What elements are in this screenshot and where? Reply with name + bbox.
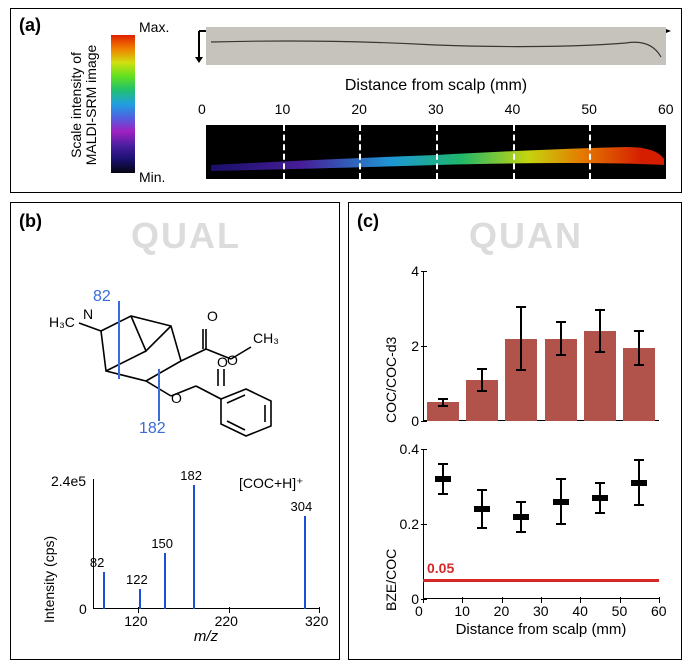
panel-c-label: (c): [357, 211, 379, 232]
spectrum-peak: [193, 485, 195, 609]
n-methyl-label: H₃C: [49, 314, 75, 330]
colorbar-max: Max.: [139, 19, 169, 35]
threshold-line: [423, 579, 659, 582]
o-label3: O: [171, 390, 182, 406]
spectrum-peak-label: 150: [151, 536, 173, 551]
srm-dash: [513, 125, 515, 179]
bze-marker: [474, 506, 490, 512]
colorbar-min: Min.: [139, 169, 165, 185]
hair-photo: [206, 27, 666, 65]
spectrum-peak: [164, 553, 166, 609]
bottom-xtick: 20: [494, 603, 510, 619]
spectrum-peak: [304, 516, 306, 609]
mass-spectrum: Intensity (cps) 2.4e5 0 82122150182304 […: [29, 473, 329, 643]
coc-errbar: [638, 331, 640, 365]
bottom-chart: BZE/COC 00.20.4 0.05 0102030405060 Dista…: [369, 441, 669, 641]
panel-b: (b) QUAL: [10, 202, 340, 660]
panel-a-xlabel: Distance from scalp (mm): [206, 77, 666, 95]
top-ytick: 4: [411, 263, 419, 279]
spectrum-xtick: 320: [305, 613, 328, 629]
srm-dash: [436, 125, 438, 179]
spectrum-peak-label: 82: [90, 555, 104, 570]
spectrum-peak: [103, 572, 105, 609]
o-label2: O: [227, 352, 238, 368]
srm-image: [206, 125, 666, 179]
srm-dash: [589, 125, 591, 179]
panel-c: (c) QUAN COC/COC-d3 024 BZE/COC 00.20.4 …: [348, 202, 682, 660]
bze-marker: [553, 499, 569, 505]
threshold-label: 0.05: [427, 560, 454, 576]
spectrum-xtick: 220: [215, 613, 238, 629]
panel-a-label: (a): [19, 15, 41, 36]
top-yticks: 024: [395, 271, 421, 421]
coc-errbar: [520, 307, 522, 371]
top-ytick: 2: [411, 338, 419, 354]
spectrum-ylabel: Intensity (cps): [41, 536, 57, 623]
spectrum-y0: 0: [79, 601, 87, 617]
panel-b-label: (b): [19, 211, 42, 232]
top-chart: COC/COC-d3 024: [369, 263, 669, 433]
bottom-ytick: 0.4: [400, 441, 419, 457]
panel-c-xlabel: Distance from scalp (mm): [423, 621, 659, 638]
panel-a-xticks: 0102030405060: [206, 101, 666, 121]
panel-a-xtick: 60: [658, 101, 674, 117]
bottom-plot: 00.20.4 0.05: [423, 449, 659, 599]
o-label: O: [207, 308, 218, 324]
panel-a-xtick: 40: [505, 101, 521, 117]
panel-a-xtick: 0: [198, 101, 206, 117]
top-plot: 024: [423, 271, 659, 421]
spectrum-plot: 82122150182304: [93, 479, 319, 609]
spectrum-xtick: 120: [124, 613, 147, 629]
o-label4: O: [217, 354, 228, 370]
srm-dash: [283, 125, 285, 179]
colorbar-ylabel: Scale intensity of MALDI-SRM image: [69, 25, 99, 185]
top-bars: [423, 271, 659, 421]
bottom-xtick: 60: [651, 603, 667, 619]
top-ytick: 0: [411, 413, 419, 429]
bottom-xtick: 0: [415, 603, 423, 619]
coc-errbar: [599, 310, 601, 351]
panel-a-xtick: 20: [351, 101, 367, 117]
coc-errbar: [560, 322, 562, 356]
frag-82: 82: [93, 288, 111, 305]
spectrum-ymax: 2.4e5: [51, 473, 86, 489]
panel-a-xtick: 10: [275, 101, 291, 117]
srm-dash: [359, 125, 361, 179]
colorbar-ylabel-text: Scale intensity of MALDI-SRM image: [68, 45, 99, 166]
spectrum-peaks: 82122150182304: [93, 479, 319, 609]
colorbar: [111, 35, 135, 173]
spectrum-peak: [139, 589, 141, 609]
bottom-points: [423, 449, 659, 599]
frag-182: 182: [139, 420, 166, 437]
bze-marker: [513, 514, 529, 520]
qual-watermark: QUAL: [131, 215, 241, 257]
bze-marker: [435, 476, 451, 482]
quan-watermark: QUAN: [469, 215, 583, 257]
spectrum-peak-label: 122: [126, 572, 148, 587]
bottom-xtick: 10: [454, 603, 470, 619]
bze-marker: [631, 480, 647, 486]
bottom-xtick: 50: [612, 603, 628, 619]
bottom-xtick: 30: [533, 603, 549, 619]
bottom-xtick: 40: [572, 603, 588, 619]
spectrum-peak-label: 182: [180, 468, 202, 483]
bze-marker: [592, 495, 608, 501]
spectrum-ann: [COC+H]⁺: [239, 475, 304, 492]
bottom-ytick: 0.2: [400, 516, 419, 532]
bottom-xticks: 0102030405060: [423, 603, 659, 621]
panel-a: (a) Scale intensity of MALDI-SRM image M…: [10, 8, 682, 193]
coc-errbar: [481, 369, 483, 392]
spectrum-peak-label: 304: [291, 499, 313, 514]
panel-a-xtick: 30: [428, 101, 444, 117]
o-methyl-label: CH₃: [253, 330, 279, 346]
cocaine-structure: H₃C N O O CH₃ O O 82 182: [31, 261, 331, 441]
bottom-yticks: 00.20.4: [389, 449, 421, 599]
panel-a-xtick: 50: [581, 101, 597, 117]
spectrum-xlabel: m/z: [93, 628, 319, 645]
n-atom-label: N: [83, 306, 93, 322]
srm-dashes: [206, 125, 666, 179]
